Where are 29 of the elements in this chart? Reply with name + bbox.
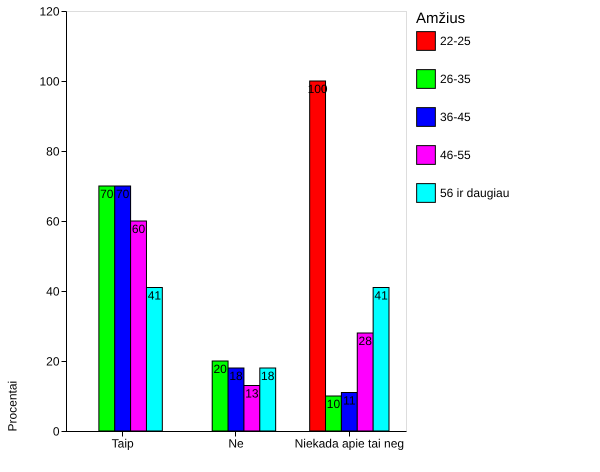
legend-label: 46-55 bbox=[440, 148, 472, 162]
data-label: 11 bbox=[343, 394, 356, 408]
legend-label: 22-25 bbox=[440, 34, 472, 48]
data-label: 18 bbox=[229, 369, 243, 383]
x-tick-label: Ne bbox=[228, 436, 244, 450]
y-tick-label: 0 bbox=[52, 424, 60, 438]
data-label: 70 bbox=[100, 187, 114, 201]
x-tick-label: Taip bbox=[112, 436, 134, 450]
data-label: 41 bbox=[374, 288, 388, 302]
y-tick-label: 40 bbox=[46, 284, 60, 298]
data-label: 41 bbox=[148, 288, 162, 302]
legend-label: 26-35 bbox=[440, 72, 472, 86]
y-tick-label: 60 bbox=[46, 214, 60, 228]
data-label: 13 bbox=[245, 386, 259, 400]
legend-title: Amžius bbox=[416, 10, 466, 27]
y-tick-label: 120 bbox=[39, 4, 60, 18]
x-tick-label: Niekada apie tai neg bbox=[294, 436, 404, 450]
y-axis-title: Procentai bbox=[5, 380, 20, 432]
data-label: 10 bbox=[326, 397, 340, 411]
data-label: 18 bbox=[261, 369, 275, 383]
data-label: 60 bbox=[132, 222, 146, 236]
legend-label: 56 ir daugiau bbox=[440, 186, 510, 200]
y-tick-label: 80 bbox=[46, 144, 60, 158]
data-label: 70 bbox=[116, 187, 130, 201]
data-label: 28 bbox=[358, 334, 372, 348]
data-label: 20 bbox=[213, 362, 228, 376]
y-tick-label: 20 bbox=[46, 354, 60, 368]
y-tick-label: 100 bbox=[39, 74, 60, 88]
legend-label: 36-45 bbox=[440, 110, 472, 124]
